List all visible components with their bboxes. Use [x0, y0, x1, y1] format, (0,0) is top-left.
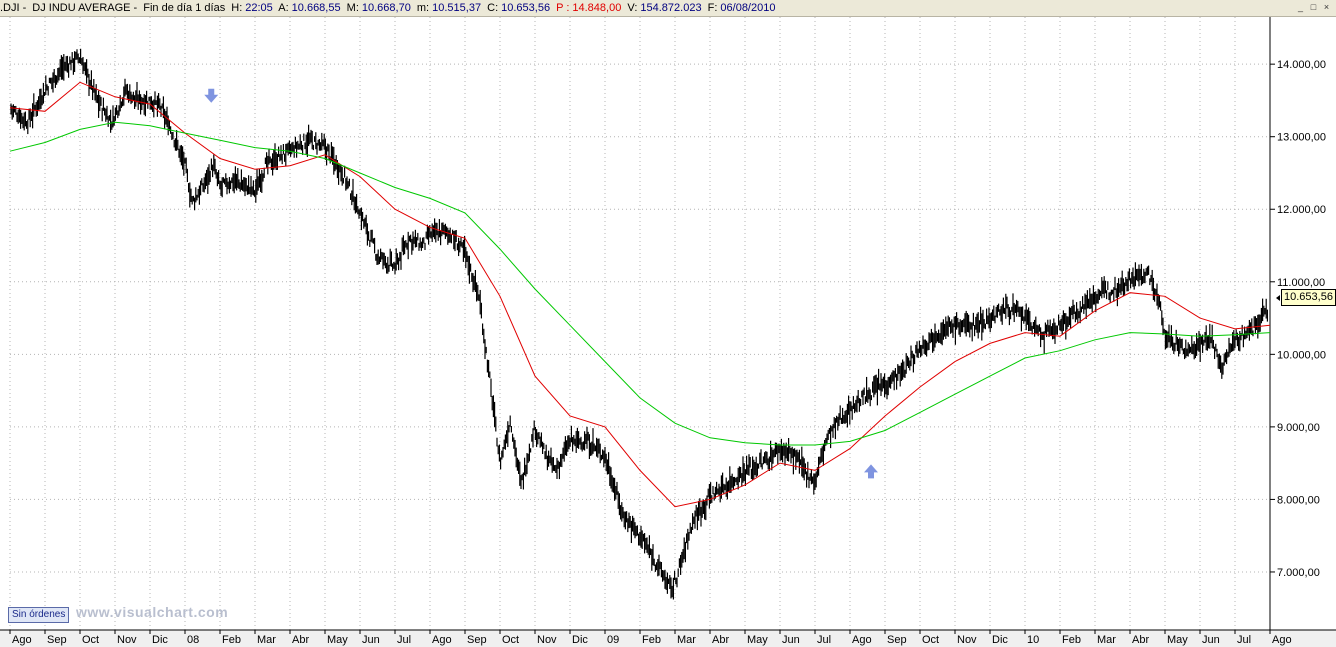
separator: - — [22, 2, 27, 14]
symbol: .DJI — [0, 2, 20, 14]
x-tick-label: Jun — [782, 634, 800, 646]
close-label: C: — [487, 2, 499, 14]
watermark: www.visualchart.com — [76, 604, 229, 620]
low-label: m: — [416, 2, 430, 14]
x-tick-label: Sep — [47, 634, 67, 646]
x-tick-label: Mar — [1097, 634, 1116, 646]
x-tick-label: May — [747, 634, 768, 646]
p-label: P : — [556, 2, 570, 14]
y-tick-label: 13.000,00 — [1277, 132, 1326, 144]
x-tick-label: Nov — [117, 634, 137, 646]
x-tick-label: Sep — [467, 634, 487, 646]
x-tick-label: Feb — [642, 634, 661, 646]
moving-average-long-line — [9, 121, 1271, 446]
x-tick-label: Dic — [572, 634, 588, 646]
x-tick-label: Ago — [1272, 634, 1292, 646]
x-tick-label: 08 — [187, 634, 199, 646]
timeframe: Fin de día 1 días — [143, 2, 226, 14]
x-tick-label: Nov — [537, 634, 557, 646]
volume-value: 154.872.023 — [640, 2, 702, 14]
window-controls: _ □ × — [1295, 2, 1332, 14]
x-tick-label: Ago — [432, 634, 452, 646]
y-tick-label: 8.000,00 — [1277, 494, 1320, 506]
close-button[interactable]: × — [1321, 2, 1332, 13]
y-tick-label: 11.000,00 — [1277, 277, 1325, 289]
x-tick-label: Abr — [712, 634, 729, 646]
y-tick-label: 12.000,00 — [1277, 204, 1326, 216]
x-tick-label: Jul — [817, 634, 831, 646]
last-price-marker-icon — [1276, 295, 1280, 301]
p-value: 14.848,00 — [572, 2, 622, 14]
y-axis-panel — [1270, 17, 1336, 630]
x-tick-label: May — [1167, 634, 1188, 646]
x-tick-label: Jul — [397, 634, 411, 646]
x-tick-label: Abr — [292, 634, 309, 646]
minimize-button[interactable]: _ — [1295, 2, 1306, 13]
x-tick-label: 09 — [607, 634, 619, 646]
open-value: 10.668,55 — [291, 2, 341, 14]
high-value: 10.668,70 — [361, 2, 411, 14]
x-tick-label: Mar — [257, 634, 276, 646]
y-tick-label: 14.000,00 — [1277, 59, 1326, 71]
x-tick-label: Sep — [887, 634, 907, 646]
x-tick-label: Jul — [1237, 634, 1251, 646]
x-tick-label: Nov — [957, 634, 977, 646]
price-chart[interactable]: 14.000,00 13.000,00 12.000,00 11.000,00 10.0… — [0, 17, 1336, 647]
volume-label: V: — [627, 2, 638, 14]
x-tick-label: Oct — [922, 634, 939, 646]
date-label: F: — [707, 2, 718, 14]
last-price-label: 10.653,56 — [1281, 289, 1336, 306]
instrument-name: DJ INDU AVERAGE — [32, 2, 131, 14]
close-value: 10.653,56 — [501, 2, 551, 14]
y-tick-label: 10.000,00 — [1277, 349, 1326, 361]
x-tick-label: Mar — [677, 634, 696, 646]
price-bars — [10, 48, 1269, 600]
low-value: 10.515,37 — [432, 2, 482, 14]
x-tick-label: May — [327, 634, 348, 646]
x-tick-label: Dic — [152, 634, 168, 646]
x-tick-label: Oct — [82, 634, 99, 646]
x-tick-label: Ago — [12, 634, 32, 646]
orders-button[interactable]: Sin órdenes — [8, 607, 70, 623]
x-tick-label: Oct — [502, 634, 519, 646]
chart-title-bar: .DJI - DJ INDU AVERAGE - Fin de día 1 días… — [0, 0, 1336, 17]
open-label: A: — [278, 2, 289, 14]
up-arrow-icon — [864, 464, 878, 479]
y-tick-label: 7.000,00 — [1277, 567, 1320, 579]
date-value: 06/08/2010 — [720, 2, 776, 14]
x-tick-label: Abr — [1132, 634, 1149, 646]
x-tick-label: Ago — [852, 634, 872, 646]
x-tick-label: Dic — [992, 634, 1008, 646]
down-arrow-icon — [204, 88, 219, 103]
moving-average-short-line — [9, 81, 1271, 508]
maximize-button[interactable]: □ — [1308, 2, 1319, 13]
separator: - — [133, 2, 138, 14]
x-tick-label: Feb — [1062, 634, 1081, 646]
x-tick-label: Jun — [1202, 634, 1220, 646]
high-label: M: — [346, 2, 359, 14]
x-tick-label: Jun — [362, 634, 380, 646]
x-tick-label: Feb — [222, 634, 241, 646]
y-tick-label: 9.000,00 — [1277, 422, 1320, 434]
time-value: 22:05 — [245, 2, 273, 14]
x-tick-label: 10 — [1027, 634, 1039, 646]
x-axis-panel — [0, 630, 1336, 647]
plot-background — [0, 17, 1336, 647]
time-label: H: — [231, 2, 243, 14]
